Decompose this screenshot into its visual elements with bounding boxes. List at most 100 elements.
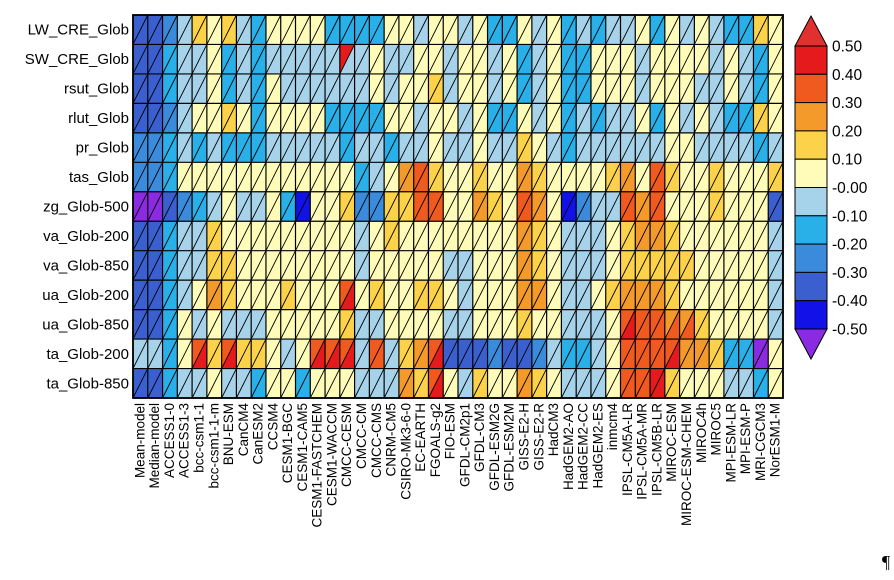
cell-diagonal: [487, 44, 503, 75]
cell-diagonal: [708, 368, 725, 399]
cell-diagonal: [309, 368, 326, 399]
column-label: HadGEM2-ES: [590, 403, 605, 489]
cell-diagonal: [280, 103, 296, 134]
row-label: pr_Glob: [76, 140, 129, 157]
cell-diagonal: [738, 44, 754, 75]
cell-diagonal: [620, 132, 636, 163]
cell-diagonal: [575, 368, 592, 399]
cell-diagonal: [221, 162, 237, 192]
cell-diagonal: [767, 103, 784, 134]
cell-diagonal: [309, 338, 326, 369]
cell-diagonal: [162, 103, 178, 134]
column-label: CESM1-CAM5: [295, 403, 310, 492]
cell-diagonal: [339, 44, 355, 75]
cell-diagonal: [634, 132, 651, 163]
cell-diagonal: [767, 368, 784, 399]
cell-diagonal: [368, 44, 385, 75]
cell-diagonal: [162, 191, 178, 222]
cell-diagonal: [634, 368, 651, 399]
cell-diagonal: [280, 279, 296, 310]
cell-diagonal: [191, 191, 208, 222]
cell-diagonal: [649, 73, 666, 104]
column-label: ACCESS1-0: [162, 403, 177, 478]
column-label: CCSM4: [265, 403, 280, 451]
cell-diagonal: [428, 368, 444, 399]
cell-diagonal: [428, 44, 444, 75]
cell-diagonal: [354, 221, 370, 251]
cell-diagonal: [664, 44, 680, 75]
column-label: MIROC-ESM: [664, 403, 679, 482]
cell-diagonal: [472, 250, 488, 281]
cell-diagonal: [236, 368, 252, 399]
cell-diagonal: [221, 250, 237, 281]
colorbar-tick-label: 0.20: [832, 123, 863, 140]
cell-diagonal: [280, 73, 296, 104]
cell-diagonal: [605, 191, 621, 222]
cell-lower-triangle: [738, 250, 754, 281]
cell-diagonal: [664, 221, 680, 251]
cell-diagonal: [236, 279, 252, 310]
cell-diagonal: [383, 162, 400, 192]
cell-diagonal: [664, 250, 680, 281]
cell-diagonal: [250, 309, 267, 340]
cell-diagonal: [590, 279, 607, 310]
cell-diagonal: [368, 221, 385, 251]
cell-diagonal: [368, 73, 385, 104]
cell-diagonal: [162, 279, 178, 310]
cell-diagonal: [723, 250, 740, 281]
cell-diagonal: [634, 309, 651, 340]
cell-diagonal: [309, 162, 326, 192]
cell-diagonal: [605, 162, 621, 192]
cell-diagonal: [383, 132, 400, 163]
cell-diagonal: [516, 162, 533, 192]
column-label: CESM1-WACCM: [324, 403, 339, 506]
cell-diagonal: [413, 44, 429, 75]
cell-diagonal: [634, 250, 651, 281]
cell-diagonal: [531, 250, 548, 281]
cell-diagonal: [723, 132, 740, 163]
cell-diagonal: [309, 44, 326, 75]
cell-diagonal: [236, 103, 252, 134]
cell-diagonal: [605, 279, 621, 310]
column-label: MIROC5: [709, 403, 724, 456]
cell-diagonal: [398, 132, 415, 163]
cell-diagonal: [767, 338, 784, 369]
cell-diagonal: [620, 44, 636, 75]
cell-diagonal: [265, 191, 282, 222]
cell-diagonal: [324, 14, 341, 45]
cell-diagonal: [590, 221, 607, 251]
cell-diagonal: [265, 221, 282, 251]
cell-diagonal: [221, 44, 237, 75]
cell-diagonal: [590, 44, 607, 75]
column-label: BNU-ESM: [221, 403, 236, 465]
column-label: MPI-ESM-LR: [723, 403, 738, 483]
cell-diagonal: [398, 368, 415, 399]
cell-diagonal: [206, 103, 223, 134]
cell-diagonal: [634, 14, 651, 45]
cell-diagonal: [442, 368, 459, 399]
cell-diagonal: [531, 221, 548, 251]
cell-diagonal: [767, 44, 784, 75]
cell-diagonal: [767, 250, 784, 281]
cell-diagonal: [339, 338, 355, 369]
cell-diagonal: [442, 103, 459, 134]
cell-diagonal: [561, 103, 577, 134]
cell-lower-triangle: [620, 250, 636, 281]
cell-diagonal: [147, 338, 163, 369]
cell-diagonal: [693, 132, 710, 163]
cell-diagonal: [295, 73, 311, 104]
cell-diagonal: [516, 103, 533, 134]
row-label: va_Glob-850: [43, 257, 129, 274]
colorbar-tick-label: -0.10: [832, 208, 868, 225]
cell-diagonal: [147, 309, 163, 340]
cell-diagonal: [753, 73, 769, 104]
cell-diagonal: [206, 338, 223, 369]
colorbar-segment: [794, 300, 828, 330]
cell-diagonal: [236, 309, 252, 340]
cell-diagonal: [723, 191, 740, 222]
cell-diagonal: [295, 103, 311, 134]
cell-lower-triangle: [531, 250, 547, 281]
cell-diagonal: [605, 368, 621, 399]
cell-diagonal: [428, 221, 444, 251]
column-label: CSIRO-Mk3-6-0: [398, 403, 413, 500]
